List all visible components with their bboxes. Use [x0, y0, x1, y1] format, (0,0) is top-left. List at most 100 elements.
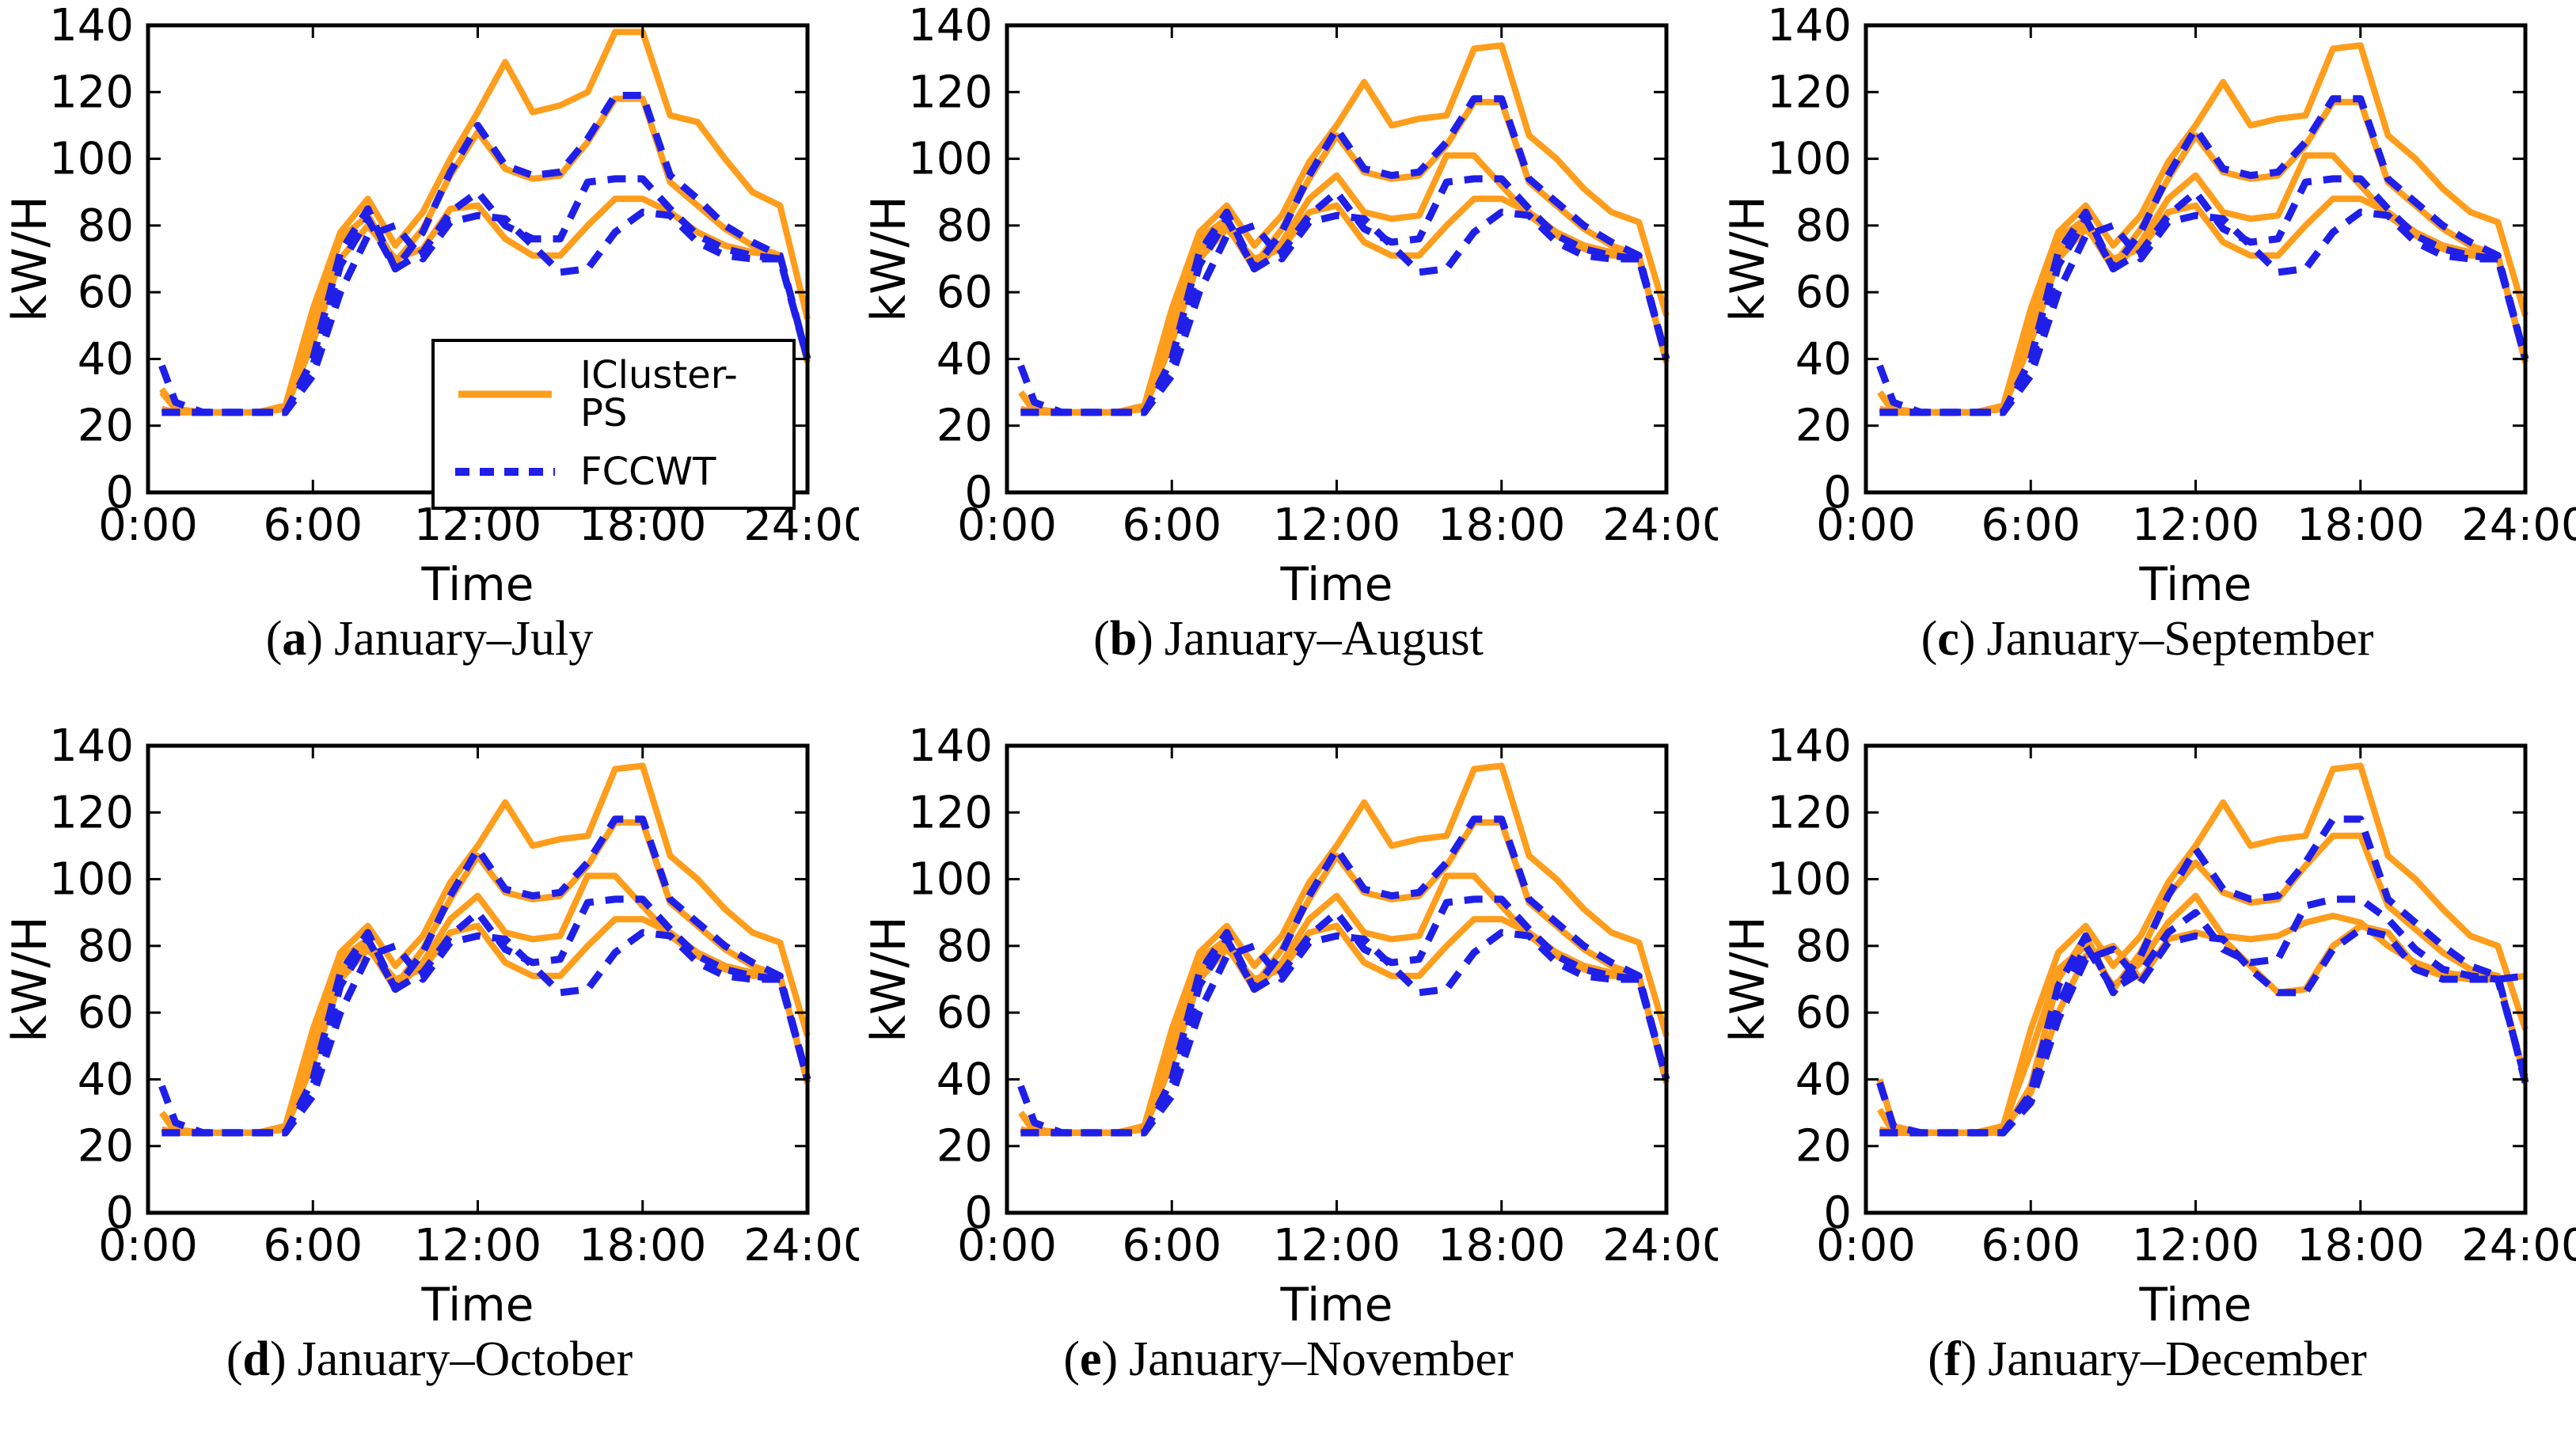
- x-tick-label: 12:00: [2132, 500, 2259, 551]
- caption-paren: ): [269, 1332, 287, 1386]
- series-c-ICluster-PS-1: [1877, 42, 2529, 416]
- y-tick-label: 0: [105, 467, 134, 519]
- panel-a-plot: 0:00 6:00 12:00 18:00 24:0002040608010012014…: [2, 0, 859, 610]
- legend-label-icluster-ps: ICluster-PS: [580, 353, 738, 435]
- caption-letter: b: [1109, 612, 1138, 666]
- y-tick-label: 140: [1767, 720, 1852, 772]
- caption-paren: ): [1960, 1332, 1978, 1386]
- y-tick-label: 80: [78, 200, 134, 252]
- y-axis-label: kW/H: [861, 916, 917, 1042]
- x-tick-label: 0:00: [1816, 1220, 1916, 1271]
- y-tick-label: 20: [937, 1120, 993, 1172]
- x-tick-label: 12:00: [1273, 500, 1400, 551]
- x-tick-label: 0:00: [957, 1220, 1057, 1271]
- y-tick-label: 0: [964, 467, 993, 519]
- caption-c: (c) January–September: [1718, 611, 2576, 667]
- y-tick-label: 40: [1795, 1054, 1852, 1105]
- x-tick-label: 0:00: [98, 500, 198, 551]
- series-e-ICluster-PS-3: [1020, 872, 1670, 1136]
- y-tick-label: 60: [1795, 987, 1852, 1039]
- x-tick-label: 12:00: [414, 1220, 541, 1271]
- caption-paren: ): [1137, 612, 1153, 666]
- y-tick-label: 100: [908, 134, 993, 185]
- caption-paren: (: [1063, 1332, 1080, 1386]
- panel-f-plot: 0:00 6:00 12:00 18:00 24:00 0 20 40 60 80 100 120 14…: [1720, 720, 2576, 1330]
- y-tick-label: 20: [78, 1120, 134, 1172]
- panel-b: 0:00 6:00 12:00 18:00 24:00 0 20 40 60 80 100 120 14…: [859, 0, 1718, 720]
- y-axis-label: kW/H: [861, 196, 917, 321]
- legend: ICluster-PS FCCWT: [431, 339, 796, 510]
- y-tick-label: 140: [908, 0, 993, 51]
- caption-title: January–September: [1986, 612, 2374, 666]
- series-d-ICluster-PS-3: [161, 872, 811, 1136]
- x-tick-label: 6:00: [1122, 1220, 1222, 1271]
- plot-frame: [1864, 743, 2528, 1214]
- series-c-ICluster-PS-4: [1879, 196, 2529, 416]
- series-f-FCCWT-3: [1879, 925, 2526, 1136]
- panel-d-plot: 0:00 6:00 12:00 18:00 24:00 0 20 40 60 80 100 120 14…: [2, 720, 859, 1330]
- y-tick-label: 120: [49, 787, 134, 838]
- x-tick-label: 6:00: [263, 1220, 363, 1271]
- plot-frame: [146, 743, 810, 1214]
- x-axis-label: Time: [1280, 1278, 1393, 1330]
- series-e-ICluster-PS-1: [1018, 762, 1670, 1136]
- panel-e-plot: 0:00 6:00 12:00 18:00 24:00 0 20 40 60 80 100 120 14…: [861, 720, 1718, 1330]
- x-tick-label: 24:00: [2461, 1220, 2576, 1271]
- legend-label-fccwt: FCCWT: [580, 450, 716, 494]
- series-e-ICluster-PS-2: [1018, 819, 1670, 1136]
- x-tick-label: 18:00: [1438, 1220, 1565, 1271]
- x-tick-label: 6:00: [1981, 500, 2080, 551]
- y-tick-label: 100: [49, 853, 134, 905]
- x-tick-label: 6:00: [1122, 500, 1222, 551]
- panel-b-plot: 0:00 6:00 12:00 18:00 24:00 0 20 40 60 80 100 120 14…: [861, 0, 1718, 610]
- x-tick-label: 24:00: [1602, 500, 1718, 551]
- y-tick-label: 40: [78, 1054, 134, 1105]
- caption-title: January–August: [1164, 612, 1484, 666]
- panel-c-plot: 0:00 6:00 12:00 18:00 24:00 0 20 40 60 80 100 120 14…: [1720, 0, 2576, 610]
- series-e-FCCWT-3: [1020, 929, 1670, 1136]
- y-tick-label: 120: [908, 66, 993, 118]
- x-tick-label: 12:00: [2132, 1220, 2259, 1271]
- x-axis-label: Time: [2139, 557, 2252, 610]
- y-tick-label: 0: [105, 1187, 134, 1239]
- x-axis-label: Time: [421, 557, 534, 610]
- y-tick-label: 100: [1767, 134, 1852, 185]
- caption-paren: (: [1928, 1332, 1944, 1386]
- series-c-ICluster-PS-3: [1879, 152, 2529, 416]
- x-tick-label: 0:00: [957, 500, 1057, 551]
- series-c-FCCWT-3: [1879, 208, 2529, 416]
- legend-item-fccwt: FCCWT: [454, 453, 773, 491]
- y-tick-label: 80: [78, 920, 134, 971]
- caption-paren: (: [1093, 612, 1110, 666]
- series-b-ICluster-PS-4: [1020, 196, 1670, 416]
- caption-letter: c: [1937, 612, 1959, 666]
- legend-item-icluster-ps: ICluster-PS: [454, 356, 773, 432]
- caption-paren: ): [306, 612, 324, 666]
- y-tick-label: 0: [1823, 467, 1852, 519]
- caption-paren: ): [1101, 1332, 1119, 1386]
- caption-letter: a: [282, 612, 307, 666]
- x-tick-label: 18:00: [2297, 500, 2424, 551]
- caption-letter: f: [1943, 1332, 1961, 1386]
- x-tick-label: 6:00: [263, 500, 363, 551]
- x-tick-label: 24:00: [2461, 500, 2576, 551]
- x-tick-label: 12:00: [1273, 1220, 1400, 1271]
- y-tick-label: 140: [49, 720, 134, 772]
- caption-letter: e: [1079, 1332, 1102, 1386]
- series-b-ICluster-PS-2: [1018, 98, 1670, 416]
- y-tick-label: 120: [908, 787, 993, 838]
- caption-title: January–October: [297, 1332, 633, 1386]
- series-d-ICluster-PS-4: [161, 915, 811, 1136]
- x-tick-label: 24:00: [743, 1220, 859, 1271]
- x-axis-label: Time: [2139, 1278, 2252, 1330]
- y-tick-label: 80: [1795, 200, 1852, 252]
- caption-paren: ): [1959, 612, 1976, 666]
- caption-title: January–July: [334, 612, 594, 666]
- caption-a: (a) January–July: [0, 611, 859, 667]
- caption-title: January–December: [1988, 1332, 2367, 1386]
- y-tick-label: 0: [964, 1187, 993, 1239]
- y-tick-label: 20: [1795, 401, 1852, 452]
- caption-letter: d: [242, 1332, 270, 1386]
- x-axis-label: Time: [421, 1278, 534, 1330]
